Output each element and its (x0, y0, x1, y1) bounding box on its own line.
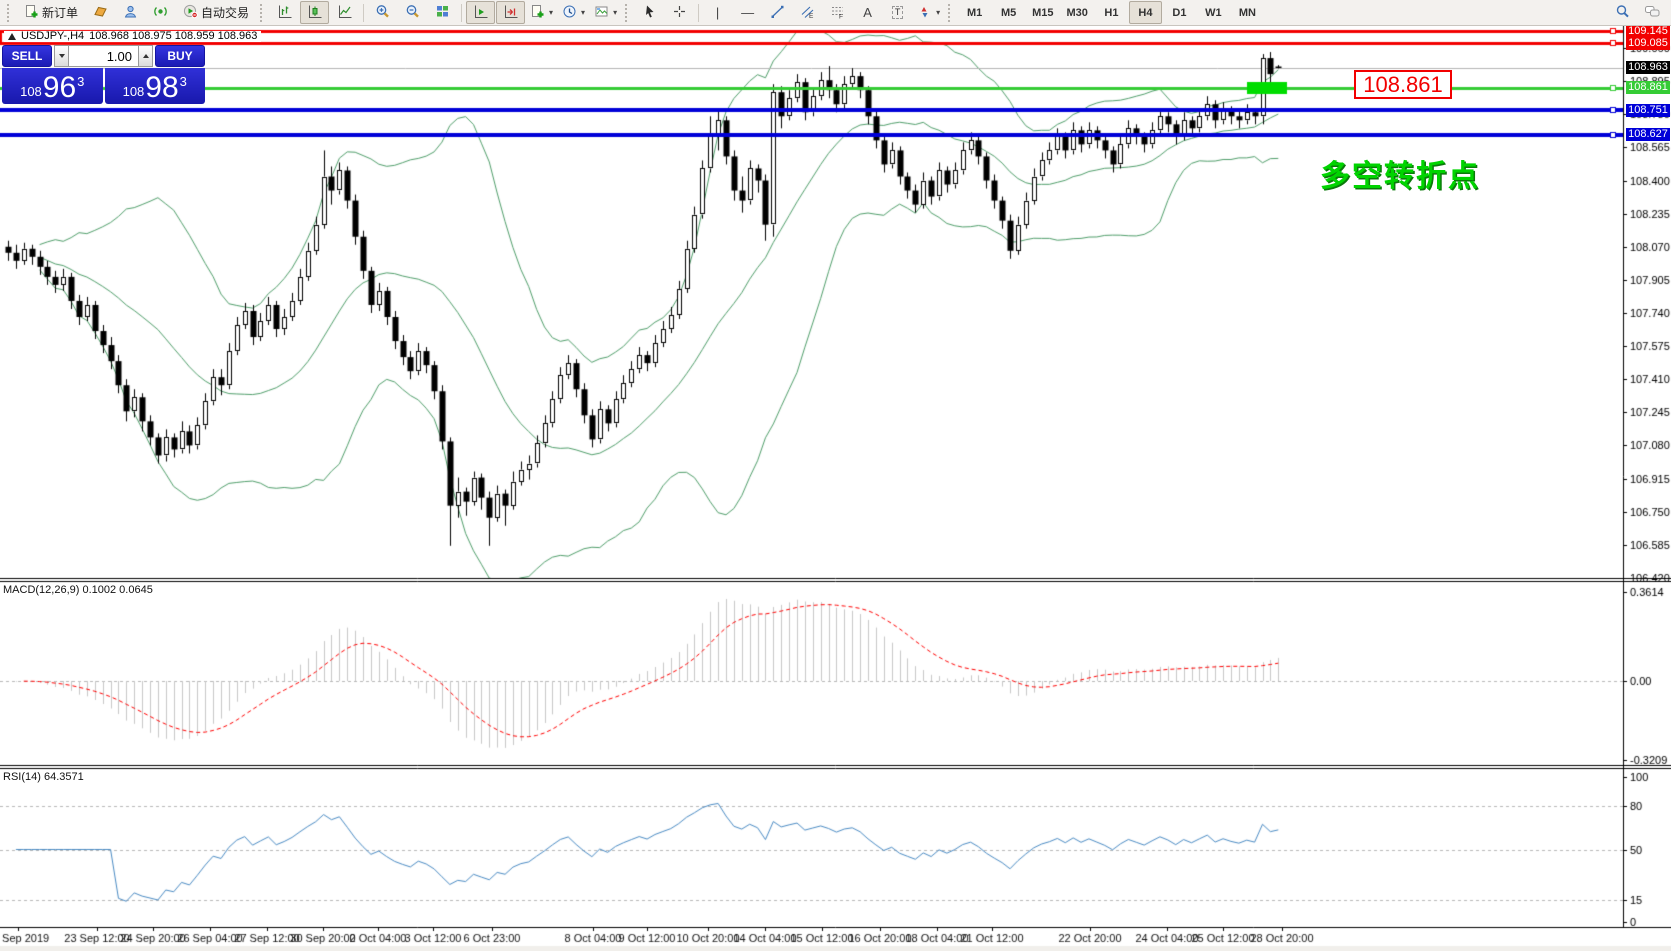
candlestick-chart-button[interactable] (300, 1, 330, 24)
chart-symbol-period: USDJPY-,H4 (21, 30, 85, 42)
svg-text:E: E (809, 13, 814, 19)
zoom-out-icon (405, 4, 420, 22)
dropdown-caret-icon: ▾ (549, 7, 554, 17)
zoom-in-button[interactable] (368, 1, 397, 24)
bar-chart-icon (277, 4, 292, 22)
volume-increase-button[interactable] (138, 45, 153, 67)
zoom-out-button[interactable] (398, 1, 427, 24)
chart-ohlc-values: 108.968 108.975 108.959 108.963 (89, 30, 258, 42)
line-chart-button[interactable] (330, 1, 359, 24)
trendline-icon (770, 4, 785, 22)
buy-price-display[interactable]: 108 98 3 (104, 68, 205, 104)
candlestick-icon (307, 4, 322, 22)
chat-button[interactable] (1638, 1, 1667, 24)
one-click-trading-panel: SELL 1.00 BUY 108 96 3 108 98 3 (2, 45, 205, 104)
vertical-line-button[interactable]: | (703, 1, 732, 24)
signal-icon (153, 4, 168, 22)
line-chart-icon (337, 4, 352, 22)
chart-shift-button[interactable] (496, 1, 526, 24)
spinner-up-icon (142, 54, 149, 58)
rsi-indicator-label: RSI(14) 64.3571 (3, 771, 84, 783)
dropdown-caret-icon: ▾ (936, 7, 941, 17)
autotrade-icon (183, 4, 198, 22)
price-level-annotation[interactable]: 108.861 (1354, 70, 1452, 99)
timeframe-mn-button[interactable]: MN (1238, 6, 1256, 19)
volume-input[interactable]: 1.00 (69, 45, 138, 67)
toolbar-separator (363, 3, 365, 22)
auto-scroll-icon (473, 4, 488, 22)
price-chart[interactable] (0, 26, 1671, 951)
text-icon: A (863, 5, 872, 20)
timeframe-m5-button[interactable]: M5 (1000, 6, 1017, 19)
indicators-button[interactable]: ▾ (526, 1, 557, 24)
spinner-down-icon (58, 54, 65, 58)
timeframe-w1-button[interactable]: W1 (1205, 6, 1222, 19)
new-order-icon (24, 4, 39, 22)
profile-icon (93, 4, 108, 22)
indicators-icon (530, 4, 545, 22)
crosshair-button[interactable] (665, 1, 694, 24)
dropdown-caret-icon: ▾ (613, 7, 618, 17)
timeframe-m15-button[interactable]: M15 (1032, 6, 1054, 19)
tile-windows-button[interactable] (428, 1, 457, 24)
vertical-line-icon: | (715, 5, 720, 20)
cursor-button[interactable] (635, 1, 664, 24)
timeframe-h4-button[interactable]: H4 (1128, 1, 1162, 24)
trend-note-text[interactable]: 多空转折点 (1320, 160, 1480, 193)
arrows-button[interactable]: ▾ (913, 1, 944, 24)
dropdown-caret-icon: ▾ (581, 7, 586, 17)
search-icon (1615, 4, 1630, 22)
chat-icon (1644, 4, 1661, 22)
timeframe-m1-button[interactable]: M1 (966, 6, 983, 19)
svg-text:F: F (839, 13, 843, 19)
toolbar-separator (698, 3, 700, 22)
profiles-button[interactable] (86, 1, 115, 24)
text-button[interactable]: A (853, 1, 882, 24)
toolbar-grip[interactable] (948, 3, 954, 22)
template-icon (594, 4, 609, 22)
new-order-button[interactable]: 新订单 (17, 1, 85, 24)
sell-button[interactable]: SELL (2, 45, 52, 67)
horizontal-line-button[interactable]: — (733, 1, 762, 24)
arrows-icon (917, 4, 932, 22)
terminal-icon (123, 4, 138, 22)
toolbar-grip[interactable] (625, 3, 631, 22)
channel-button[interactable]: E (793, 1, 822, 24)
macd-indicator-label: MACD(12,26,9) 0.1002 0.0645 (3, 584, 153, 596)
sell-price-display[interactable]: 108 96 3 (2, 68, 103, 104)
bar-chart-button[interactable] (270, 1, 299, 24)
trendline-button[interactable] (763, 1, 792, 24)
toolbar: 新订单 自动交易 ▾ ▾ ▾ | — E F A T ▾ (0, 0, 1671, 26)
search-button[interactable] (1608, 1, 1637, 24)
chart-title[interactable]: USDJPY-,H4 108.968 108.975 108.959 108.9… (4, 30, 262, 42)
tile-windows-icon (435, 4, 450, 22)
horizontal-line-icon: — (741, 5, 755, 20)
cursor-icon (642, 4, 657, 22)
timeframe-h1-button[interactable]: H1 (1104, 6, 1119, 19)
signals-button[interactable] (146, 1, 175, 24)
crosshair-icon (672, 4, 687, 22)
terminal-button[interactable] (116, 1, 145, 24)
timeframe-m30-button[interactable]: M30 (1066, 6, 1088, 19)
text-label-icon: T (891, 6, 904, 19)
periods-button[interactable]: ▾ (558, 1, 589, 24)
chart-shift-icon (503, 4, 518, 22)
autotrade-button[interactable]: 自动交易 (176, 1, 256, 24)
timeframe-d1-button[interactable]: D1 (1172, 6, 1187, 19)
auto-scroll-button[interactable] (466, 1, 496, 24)
toolbar-grip[interactable] (7, 3, 13, 22)
text-label-button[interactable]: T (883, 1, 912, 24)
toolbar-grip[interactable] (260, 3, 266, 22)
collapse-panel-icon[interactable] (8, 33, 16, 40)
templates-button[interactable]: ▾ (590, 1, 621, 24)
zoom-in-icon (375, 4, 390, 22)
clock-icon (562, 4, 577, 22)
fibonacci-button[interactable]: F (823, 1, 852, 24)
buy-button[interactable]: BUY (155, 45, 205, 67)
fibonacci-icon: F (830, 4, 845, 22)
toolbar-separator (461, 3, 463, 22)
equidistant-channel-icon: E (800, 4, 815, 22)
volume-decrease-button[interactable] (54, 45, 69, 67)
